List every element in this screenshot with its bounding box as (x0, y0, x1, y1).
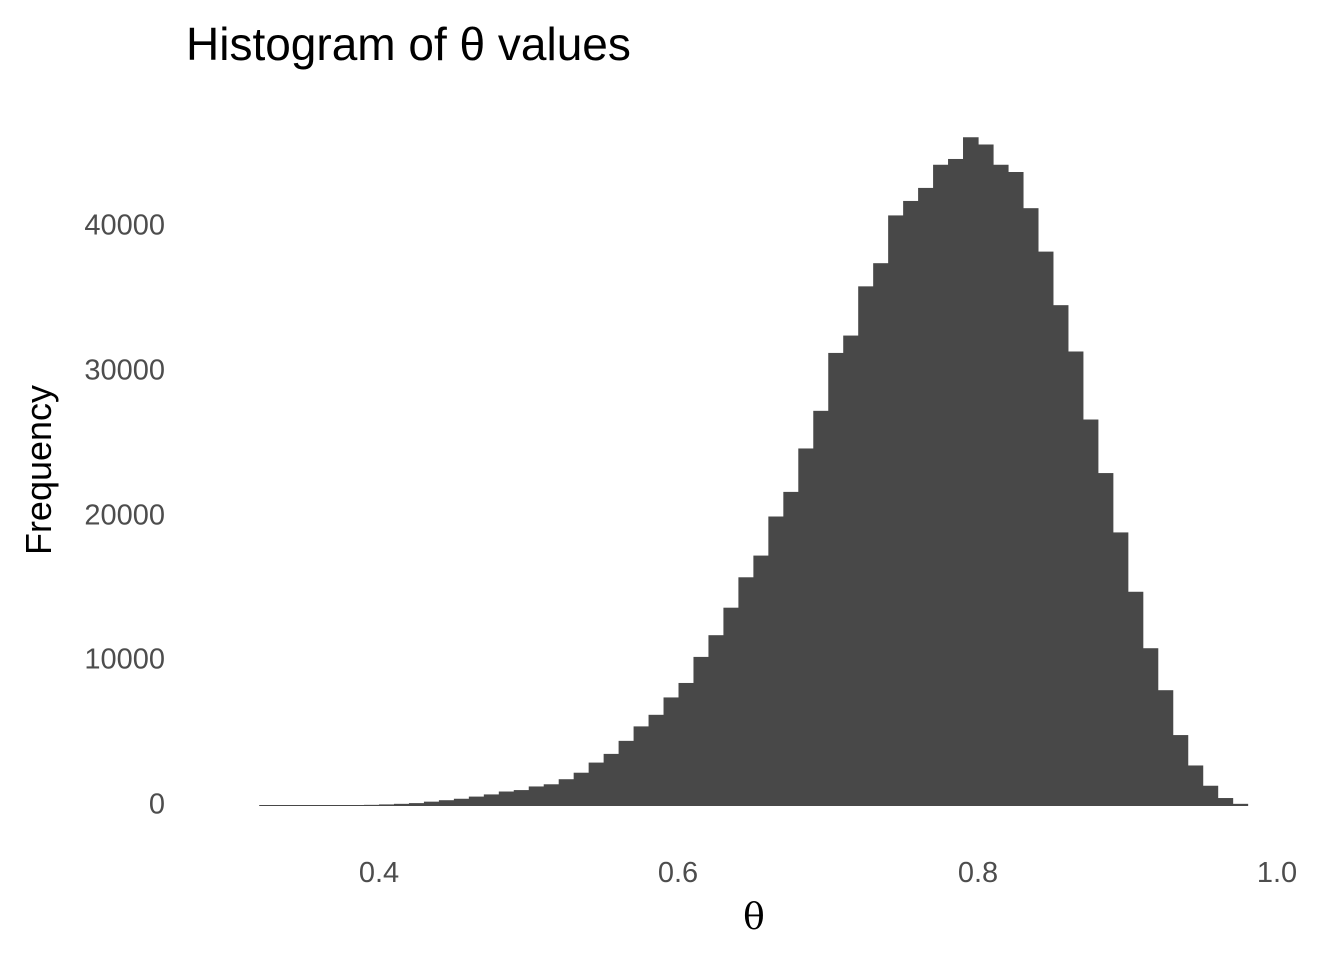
histogram-bar (1157, 690, 1174, 806)
histogram-bar (873, 263, 889, 806)
histogram-bar (528, 786, 545, 806)
histogram-bar (633, 726, 650, 806)
y-axis-title: Frequency (18, 385, 59, 555)
histogram-bar (948, 158, 964, 807)
histogram-bar (768, 516, 784, 806)
histogram-bar (813, 410, 829, 806)
histogram-bar (783, 491, 799, 806)
x-tick-label-0-8: 0.8 (958, 857, 998, 889)
x-tick-label-0-4: 0.4 (359, 857, 399, 889)
histogram-bar (1202, 785, 1219, 806)
histogram-bar (319, 805, 335, 806)
histogram-bar (1172, 735, 1189, 806)
histogram-bar (334, 805, 350, 806)
histogram-bar (1232, 803, 1249, 806)
histogram-bar (1217, 798, 1234, 806)
histogram-bar (1187, 765, 1204, 806)
histogram-bar (379, 804, 395, 806)
histogram-bar (1082, 419, 1099, 806)
histogram-bar (858, 286, 874, 807)
histogram-bar (618, 740, 635, 806)
histogram-bar (1067, 351, 1084, 806)
histogram-bar (453, 798, 470, 806)
histogram-bar (1127, 591, 1144, 806)
histogram-bar (1022, 208, 1039, 806)
histogram-bar (274, 805, 290, 806)
histogram-bar (558, 779, 575, 806)
y-axis-tick-labels: 0 10000 20000 30000 40000 (84, 210, 165, 821)
y-tick-label-40000: 40000 (84, 210, 165, 242)
x-axis-tick-labels: 0.4 0.6 0.8 1.0 (359, 857, 1297, 889)
histogram-bar (663, 697, 680, 806)
histogram-bar (828, 352, 844, 806)
histogram-bar (798, 448, 814, 806)
histogram-bar (888, 215, 904, 807)
y-tick-label-20000: 20000 (84, 500, 165, 532)
histogram-bar (723, 607, 739, 806)
histogram-bar (1007, 172, 1024, 806)
histogram-bar (843, 335, 859, 806)
histogram-bar (978, 144, 994, 807)
histogram-bar (992, 164, 1009, 806)
histogram-bar (903, 200, 919, 806)
histogram-bar (1142, 648, 1159, 806)
histogram-bars (259, 137, 1249, 807)
histogram-bar (738, 577, 754, 806)
histogram-bar (1097, 473, 1114, 806)
chart-title: Histogram of θ values (186, 18, 631, 70)
x-tick-label-0-6: 0.6 (658, 857, 698, 889)
histogram-bar (438, 800, 455, 806)
x-tick-label-1-0: 1.0 (1257, 857, 1297, 889)
histogram-bar (648, 714, 665, 806)
histogram-bar (423, 801, 440, 806)
histogram-bar (349, 805, 365, 806)
histogram-bar (513, 790, 530, 806)
y-tick-label-10000: 10000 (84, 644, 165, 676)
y-tick-label-0: 0 (149, 789, 165, 821)
histogram-bar (304, 805, 320, 806)
histogram-bar (1112, 532, 1129, 806)
histogram-bar (393, 803, 410, 806)
histogram-bar (573, 772, 590, 806)
y-tick-label-30000: 30000 (84, 355, 165, 387)
histogram-bar (918, 187, 934, 807)
x-axis-title: θ (743, 897, 765, 938)
histogram-bar (1052, 305, 1069, 806)
histogram-bar (408, 803, 425, 806)
histogram-bar (603, 753, 620, 806)
histogram-bar (693, 656, 710, 806)
histogram-bar (498, 791, 515, 806)
histogram-bar (364, 804, 380, 806)
histogram-bar (543, 784, 560, 806)
histogram-bar (483, 794, 500, 806)
histogram-bar (1037, 251, 1054, 807)
histogram-bar (259, 805, 275, 806)
histogram-bar (963, 137, 979, 806)
histogram-bar (588, 762, 605, 806)
histogram-bar (753, 555, 769, 806)
histogram-bar (933, 164, 949, 806)
histogram-bar (708, 635, 725, 806)
histogram-bar (289, 805, 305, 806)
histogram-bar (468, 796, 485, 806)
histogram-bar (678, 682, 695, 806)
